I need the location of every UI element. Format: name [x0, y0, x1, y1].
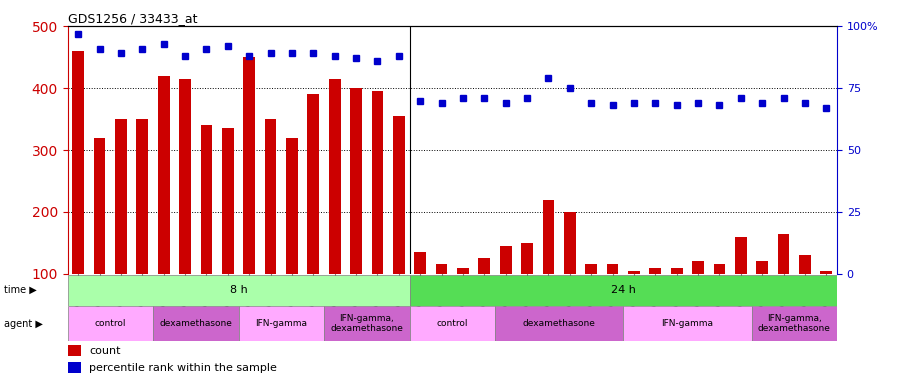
Bar: [243, 57, 255, 274]
Bar: [564, 212, 576, 274]
Bar: [436, 264, 447, 274]
Bar: [68, 345, 81, 356]
Text: IFN-gamma,
dexamethasone: IFN-gamma, dexamethasone: [758, 314, 831, 333]
Bar: [238, 306, 324, 341]
Bar: [350, 88, 362, 274]
Bar: [153, 306, 238, 341]
Text: agent ▶: agent ▶: [4, 319, 43, 328]
Bar: [628, 271, 640, 274]
Bar: [410, 306, 495, 341]
Bar: [500, 246, 511, 274]
Bar: [137, 119, 148, 274]
Bar: [308, 94, 320, 274]
Bar: [68, 275, 410, 306]
Text: count: count: [89, 346, 121, 356]
Text: IFN-gamma: IFN-gamma: [662, 319, 714, 328]
Bar: [222, 128, 234, 274]
Bar: [479, 258, 490, 274]
Bar: [714, 264, 725, 274]
Bar: [778, 234, 789, 274]
Bar: [521, 243, 533, 274]
Bar: [94, 138, 105, 274]
Bar: [265, 119, 276, 274]
Text: IFN-gamma,
dexamethasone: IFN-gamma, dexamethasone: [330, 314, 403, 333]
Bar: [179, 79, 191, 274]
Bar: [158, 76, 169, 274]
Bar: [650, 268, 662, 274]
Bar: [821, 271, 833, 274]
Bar: [752, 306, 837, 341]
Bar: [72, 51, 84, 274]
Text: 8 h: 8 h: [230, 285, 248, 295]
Bar: [756, 261, 768, 274]
Bar: [495, 306, 623, 341]
Bar: [68, 306, 153, 341]
Text: control: control: [436, 319, 468, 328]
Bar: [115, 119, 127, 274]
Text: 24 h: 24 h: [611, 285, 635, 295]
Bar: [372, 91, 383, 274]
Bar: [692, 261, 704, 274]
Bar: [410, 275, 837, 306]
Text: control: control: [94, 319, 126, 328]
Bar: [324, 306, 410, 341]
Bar: [623, 306, 752, 341]
Bar: [414, 252, 426, 274]
Bar: [457, 268, 469, 274]
Bar: [735, 237, 747, 274]
Bar: [68, 362, 81, 374]
Bar: [607, 264, 618, 274]
Bar: [585, 264, 597, 274]
Text: time ▶: time ▶: [4, 285, 37, 295]
Bar: [201, 125, 212, 274]
Bar: [393, 116, 405, 274]
Text: IFN-gamma: IFN-gamma: [256, 319, 307, 328]
Bar: [543, 200, 554, 274]
Bar: [328, 79, 340, 274]
Text: dexamethasone: dexamethasone: [523, 319, 596, 328]
Text: dexamethasone: dexamethasone: [159, 319, 232, 328]
Text: percentile rank within the sample: percentile rank within the sample: [89, 363, 277, 373]
Bar: [286, 138, 298, 274]
Bar: [670, 268, 682, 274]
Text: GDS1256 / 33433_at: GDS1256 / 33433_at: [68, 12, 197, 25]
Bar: [799, 255, 811, 274]
